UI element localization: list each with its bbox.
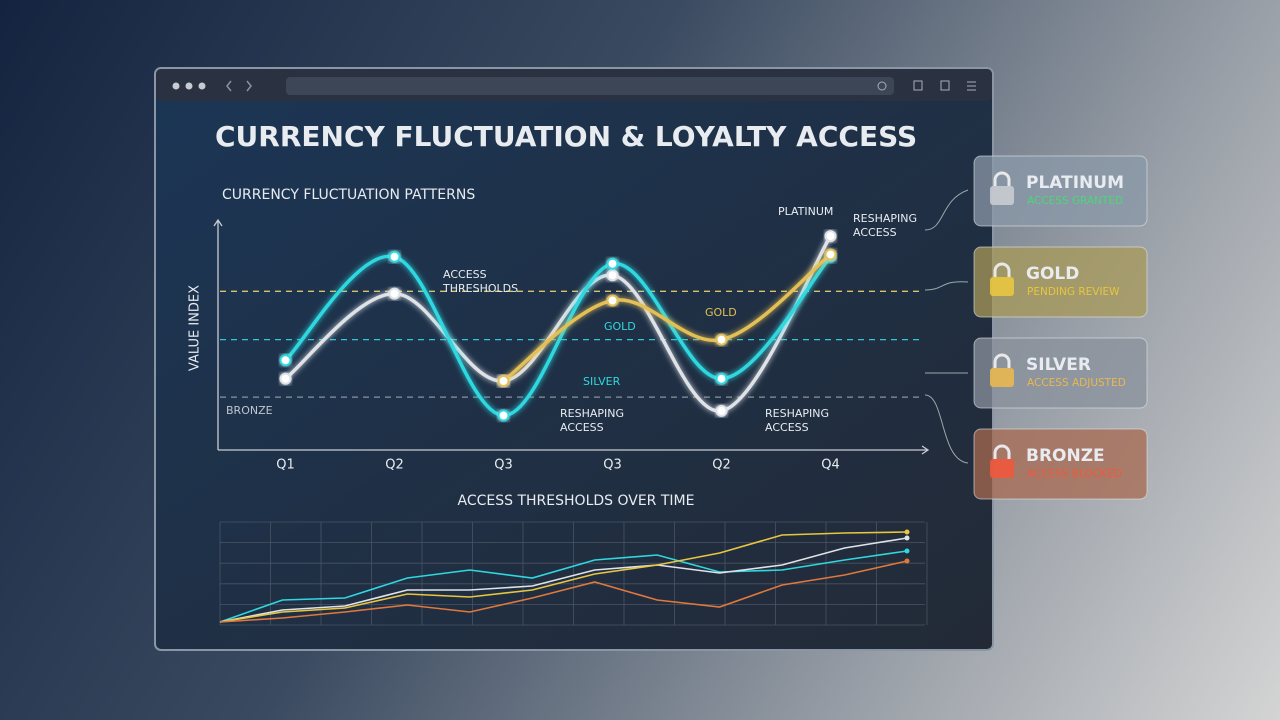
data-point	[279, 354, 292, 367]
data-point	[606, 269, 619, 282]
lock-icon	[990, 186, 1014, 205]
tier-name: BRONZE	[1026, 446, 1105, 466]
page-title: CURRENCY FLUCTUATION & LOYALTY ACCESS	[215, 120, 917, 153]
data-point	[715, 333, 728, 346]
end-point	[904, 548, 910, 554]
end-point	[904, 535, 910, 541]
chart-title: ACCESS THRESHOLDS OVER TIME	[458, 493, 695, 509]
data-point	[388, 250, 401, 263]
lock-icon	[993, 171, 1011, 186]
x-tick-label: Q2	[712, 458, 731, 473]
series-line	[219, 550, 908, 623]
data-point	[715, 404, 728, 417]
end-point	[904, 558, 910, 564]
chart-title: CURRENCY FLUCTUATION PATTERNS	[222, 187, 475, 203]
tier-name: PLATINUM	[1026, 173, 1124, 193]
axes	[213, 218, 930, 455]
data-point	[824, 230, 837, 243]
series-line	[219, 560, 908, 623]
tier-card	[973, 155, 1148, 227]
annotation: GOLD	[604, 320, 636, 333]
tier-status: PENDING REVIEW	[1027, 286, 1120, 298]
annotation: RESHAPING ACCESS	[560, 407, 625, 434]
end-point	[904, 529, 910, 535]
tier-status: ACCESS ADJUSTED	[1027, 377, 1126, 389]
annotation: BRONZE	[226, 404, 273, 417]
tier-status: ACCESS GRANTED	[1027, 195, 1123, 207]
data-point	[606, 294, 619, 307]
window-dot[interactable]	[198, 82, 206, 90]
series-label: SILVER	[583, 375, 621, 388]
x-tick-label: Q1	[276, 458, 295, 473]
data-point	[824, 248, 837, 261]
tier-name: SILVER	[1026, 355, 1091, 375]
x-tick-label: Q2	[385, 458, 404, 473]
reload[interactable]	[877, 81, 887, 91]
tabs[interactable]	[940, 80, 950, 91]
y-axis-label: VALUE INDEX	[188, 285, 203, 371]
annotation: RESHAPING ACCESS	[765, 407, 830, 434]
data-point	[279, 372, 292, 385]
lock-icon	[993, 262, 1011, 277]
series-line	[219, 537, 908, 623]
share[interactable]	[913, 80, 923, 91]
x-tick-label: Q4	[821, 458, 840, 473]
menu[interactable]	[967, 81, 976, 91]
nav-arrows[interactable]	[226, 80, 252, 92]
window-dot[interactable]	[185, 82, 193, 90]
data-point	[388, 287, 401, 300]
connectors	[924, 189, 969, 464]
data-point	[497, 375, 510, 387]
annotation: ACCESS THRESHOLDS	[443, 268, 519, 295]
lock-icon	[990, 368, 1014, 387]
address-bar[interactable]	[286, 77, 894, 95]
lock-icon	[990, 459, 1014, 478]
tier-name: GOLD	[1026, 264, 1079, 284]
tier-status: ACCESS BLOCKED	[1027, 468, 1122, 480]
lock-icon	[990, 277, 1014, 296]
series-line	[284, 254, 832, 418]
data-point	[606, 257, 619, 270]
window-dot[interactable]	[172, 82, 180, 90]
tier-card	[973, 246, 1148, 318]
series-label: GOLD	[705, 306, 737, 319]
tier-card	[973, 337, 1148, 409]
x-tick-label: Q3	[603, 458, 622, 473]
series-label: PLATINUM	[778, 205, 834, 218]
series-line	[219, 531, 908, 623]
lock-icon	[993, 353, 1011, 368]
tier-card	[973, 428, 1148, 500]
series-line	[502, 253, 832, 383]
data-point	[497, 409, 510, 422]
data-point	[715, 372, 728, 385]
lock-icon	[993, 444, 1011, 459]
x-tick-label: Q3	[494, 458, 513, 473]
annotation: RESHAPING ACCESS	[853, 212, 918, 239]
